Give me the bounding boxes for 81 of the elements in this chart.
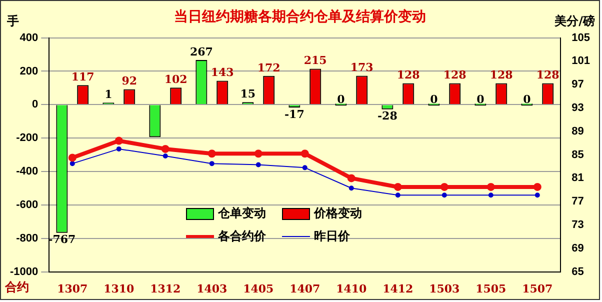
point <box>394 182 402 191</box>
data-label: 117 <box>71 70 94 84</box>
y-tick-label: -200 <box>16 132 38 144</box>
y2-tick-label: 97 <box>572 78 584 91</box>
y2-tick-label: 89 <box>572 125 584 138</box>
data-label: 143 <box>210 66 234 80</box>
x-tick-label: 1505 <box>476 282 506 296</box>
y-tick-label: -600 <box>16 198 38 211</box>
chart-title: 当日纽约期糖各期合约仓单及结算价变动 <box>174 8 426 26</box>
point <box>254 150 262 158</box>
y2-tick-label: 101 <box>572 55 590 68</box>
data-label: 128 <box>490 68 514 82</box>
legend-label: 各合约价 <box>218 228 266 245</box>
y-tick-label: -1000 <box>10 266 38 278</box>
data-label: 172 <box>257 61 280 74</box>
y2-tick-label: 77 <box>572 196 584 208</box>
x-tick-label: 1412 <box>382 282 414 296</box>
data-label: 0 <box>523 93 532 106</box>
data-label: 128 <box>536 68 560 82</box>
data-label: 15 <box>240 88 256 101</box>
data-label: 267 <box>190 45 213 58</box>
y-tick-label: -800 <box>16 232 38 244</box>
x-tick-label: 1307 <box>57 282 88 296</box>
legend-label: 昨日价 <box>314 228 350 245</box>
point <box>534 192 540 198</box>
point <box>395 192 400 198</box>
point <box>302 165 308 170</box>
x-tick-label: 1310 <box>104 282 135 296</box>
y2-tick-label: 65 <box>572 266 584 278</box>
legend-label: 仓单变动 <box>218 205 266 222</box>
point <box>161 144 170 153</box>
point <box>486 182 495 191</box>
y-tick-label: -400 <box>16 166 38 178</box>
point <box>209 161 214 166</box>
y-tick-label: 200 <box>20 65 38 78</box>
y2-tick-label: 73 <box>572 219 584 232</box>
y2-tick-label: 69 <box>572 242 584 254</box>
point <box>70 161 75 166</box>
data-label: 215 <box>304 54 327 68</box>
point <box>116 146 122 152</box>
y2-axis-title: 美分/磅 <box>554 13 595 30</box>
data-label: 102 <box>164 72 188 86</box>
y2-tick-label: 81 <box>572 172 584 184</box>
y-tick-label: 0 <box>32 98 38 111</box>
point <box>488 192 494 198</box>
point <box>347 174 356 182</box>
point <box>348 186 354 191</box>
point <box>68 154 76 162</box>
point <box>256 162 261 168</box>
data-label: 92 <box>122 74 138 88</box>
point <box>440 182 448 191</box>
data-label: 173 <box>350 61 374 74</box>
x-tick-label: 1405 <box>243 282 274 296</box>
y2-tick-label: 105 <box>572 32 590 44</box>
x-tick-label: 1312 <box>150 282 181 296</box>
x-tick-label: 1410 <box>336 282 368 296</box>
point <box>208 150 216 158</box>
y2-tick-label: 85 <box>572 148 584 161</box>
legend-label: 价格变动 <box>314 205 362 222</box>
data-label: -17 <box>284 108 304 121</box>
data-label: -767 <box>48 233 76 246</box>
y2-tick-label: 93 <box>572 102 584 114</box>
point <box>442 192 447 198</box>
data-label: 0 <box>430 93 438 106</box>
data-label: 0 <box>476 93 485 106</box>
data-label: 1 <box>104 88 112 102</box>
point <box>300 150 309 158</box>
y-tick-label: 400 <box>20 32 38 44</box>
data-label: 128 <box>443 68 467 82</box>
x-tick-label: 1407 <box>290 282 320 296</box>
x-tick-label: 1507 <box>522 282 553 296</box>
x-tick-label: 1403 <box>196 282 228 296</box>
data-label: 128 <box>396 68 420 82</box>
point <box>114 136 123 145</box>
data-label: 0 <box>337 93 346 106</box>
x-tick-label: 1503 <box>429 282 460 296</box>
data-label: -28 <box>377 110 398 123</box>
y-axis-title: 手 <box>7 13 19 30</box>
x-axis-title: 合约 <box>5 279 29 296</box>
point <box>162 153 168 158</box>
point <box>533 182 542 191</box>
